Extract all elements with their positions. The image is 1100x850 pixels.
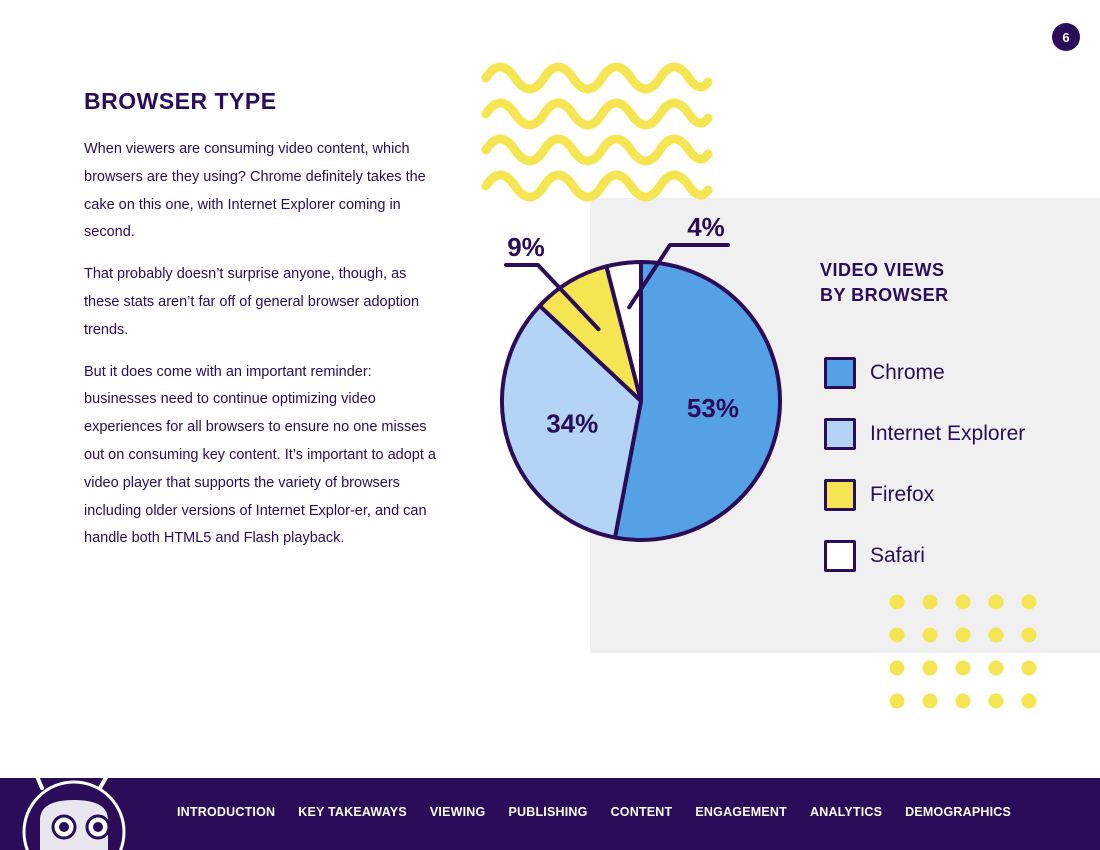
nav-item-analytics[interactable]: ANALYTICS (809, 805, 883, 819)
legend-item-safari: Safari (824, 537, 1025, 575)
legend-item-firefox: Firefox (824, 476, 1025, 514)
pie-label-internet-explorer: 34% (546, 408, 598, 438)
chart-title: VIDEO VIEWS BY BROWSER (820, 258, 949, 308)
legend-swatch-internet-explorer (824, 418, 856, 450)
chart-legend: Chrome Internet Explorer Firefox Safari (824, 354, 1025, 598)
pie-label-safari: 4% (687, 212, 725, 242)
legend-swatch-safari (824, 540, 856, 572)
legend-label-firefox: Firefox (870, 483, 935, 506)
paragraph-3: But it does come with an important remin… (84, 363, 436, 547)
legend-label-chrome: Chrome (870, 361, 945, 384)
legend-item-internet-explorer: Internet Explorer (824, 415, 1025, 453)
leader-line-firefox (504, 263, 601, 332)
robot-mascot-icon (22, 772, 126, 850)
leader-line-safari (627, 243, 730, 310)
paragraph-1: When viewers are consuming video content… (84, 141, 426, 241)
nav-item-engagement[interactable]: ENGAGEMENT (695, 805, 787, 819)
legend-swatch-firefox (824, 479, 856, 511)
nav-item-introduction[interactable]: INTRODUCTION (177, 805, 276, 819)
body-text: When viewers are consuming video content… (84, 136, 444, 567)
wave-pattern-icon (481, 62, 713, 202)
pie-label-chrome: 53% (687, 393, 739, 423)
pie-label-firefox: 9% (507, 232, 545, 262)
nav-item-demographics[interactable]: DEMOGRAPHICS (905, 805, 1012, 819)
nav-item-key-takeaways[interactable]: KEY TAKEAWAYS (298, 805, 407, 819)
chart-title-line-1: VIDEO VIEWS (820, 260, 945, 280)
nav-item-content[interactable]: CONTENT (610, 805, 673, 819)
legend-item-chrome: Chrome (824, 354, 1025, 392)
pie-chart: 53% 34% 9% 4% (500, 212, 782, 542)
pie-slice-internet-explorer (500, 303, 643, 540)
legend-swatch-chrome (824, 357, 856, 389)
dot-grid-icon (889, 594, 1037, 709)
pie-slice-safari (604, 260, 643, 403)
footer-nav: INTRODUCTION KEY TAKEAWAYS VIEWING PUBLI… (177, 805, 1034, 819)
nav-item-viewing[interactable]: VIEWING (429, 805, 486, 819)
chart-title-line-2: BY BROWSER (820, 285, 949, 305)
legend-label-safari: Safari (870, 544, 925, 567)
footer-navigation-bar: INTRODUCTION KEY TAKEAWAYS VIEWING PUBLI… (0, 772, 1100, 850)
page-title: BROWSER TYPE (84, 88, 277, 114)
page-number-badge: 6 (1052, 23, 1080, 51)
paragraph-2: That probably doesn’t surprise anyone, t… (84, 266, 420, 338)
nav-item-publishing[interactable]: PUBLISHING (508, 805, 588, 819)
legend-label-internet-explorer: Internet Explorer (870, 422, 1026, 445)
pie-slice-chrome (612, 260, 782, 542)
